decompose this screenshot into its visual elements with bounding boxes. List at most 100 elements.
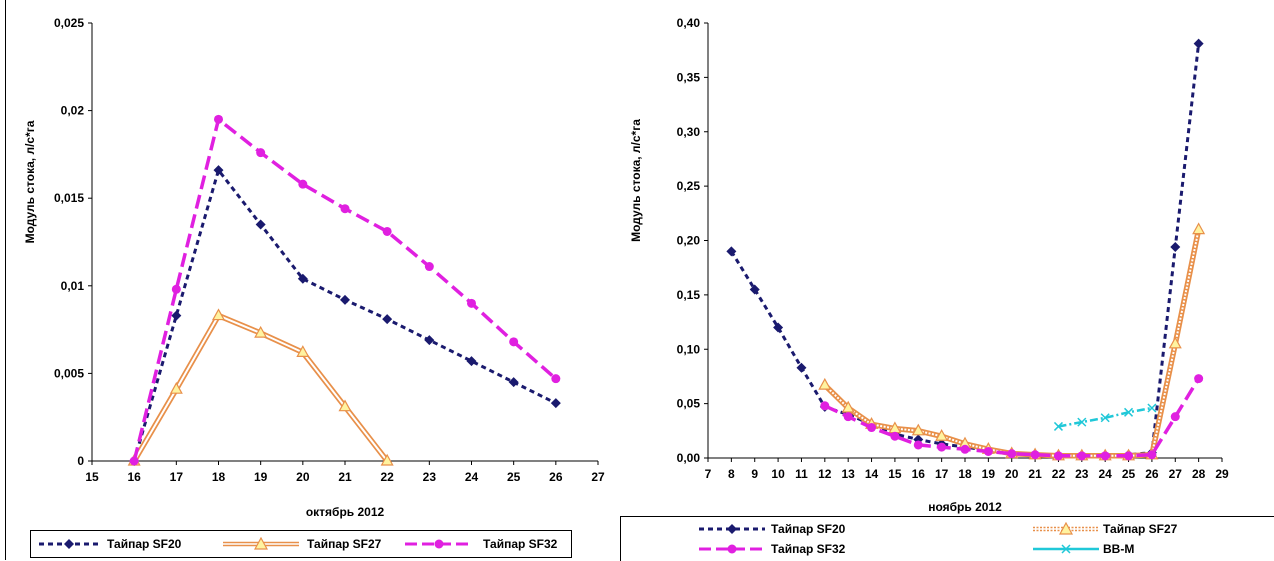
- data-point-0: [1193, 38, 1204, 49]
- legend-swatch-sf20: [39, 539, 99, 549]
- x-tick-label: 17: [935, 467, 949, 481]
- data-point-2: [867, 423, 877, 433]
- x-tick-label: 15: [85, 470, 99, 484]
- y-tick-label: 0: [77, 454, 84, 468]
- data-point-2: [424, 262, 434, 272]
- x-axis-label: ноябрь 2012: [928, 500, 1002, 514]
- data-point-0: [726, 246, 737, 257]
- data-point-2: [937, 442, 947, 452]
- y-tick-label: 0,00: [677, 451, 701, 465]
- x-tick-label: 24: [465, 470, 479, 484]
- y-tick-label: 0,05: [677, 397, 701, 411]
- x-tick-label: 29: [1215, 467, 1229, 481]
- data-point-1: [254, 325, 268, 338]
- y-tick-label: 0,20: [677, 234, 701, 248]
- x-tick-label: 20: [296, 470, 310, 484]
- data-point-1: [841, 400, 855, 413]
- data-point-2: [820, 401, 830, 411]
- x-tick-label: 21: [1028, 467, 1042, 481]
- x-tick-label: 20: [1005, 467, 1019, 481]
- legend-swatch-sf27: [223, 537, 299, 550]
- x-tick-label: 12: [818, 467, 832, 481]
- data-point-2: [256, 148, 266, 158]
- data-point-1: [818, 377, 832, 390]
- data-point-1: [1192, 222, 1206, 235]
- data-point-2: [1124, 451, 1134, 461]
- legend-label-bbm: ВВ-М: [1103, 542, 1135, 556]
- data-point-3: [1100, 413, 1110, 423]
- y-axis-label: Модуль стока, л/с*га: [23, 120, 37, 243]
- x-tick-label: 15: [888, 467, 902, 481]
- x-tick-label: 9: [751, 467, 758, 481]
- data-point-0: [796, 362, 807, 373]
- x-tick-label: 27: [1169, 467, 1183, 481]
- x-tick-label: 13: [842, 467, 856, 481]
- y-tick-label: 0,30: [677, 125, 701, 139]
- data-point-0: [550, 398, 561, 409]
- data-point-2: [467, 298, 476, 308]
- november-chart: 0,000,050,100,150,200,250,300,350,407 8 9 1…: [629, 16, 1229, 514]
- data-point-2: [843, 412, 853, 422]
- data-point-2: [983, 446, 993, 456]
- data-point-0: [424, 335, 435, 346]
- x-tick-label: 19: [254, 470, 268, 484]
- legend-swatch-sf32-nov: [699, 544, 765, 554]
- data-point-0: [773, 322, 784, 333]
- x-tick-label: 19: [982, 467, 996, 481]
- legend-label-sf27: Тайпар SF27: [307, 537, 382, 551]
- data-point-2: [960, 444, 970, 454]
- data-point-2: [509, 337, 519, 347]
- series-line-0: [132, 166, 557, 462]
- x-tick-label: 10: [771, 467, 785, 481]
- y-tick-label: 0,01: [61, 279, 85, 293]
- y-tick-label: 0,025: [54, 16, 84, 30]
- legend-swatch-sf20-nov: [699, 524, 765, 534]
- data-point-2: [1100, 451, 1110, 461]
- series-line-0: [730, 43, 1201, 458]
- data-point-0: [466, 356, 477, 367]
- x-tick-label: 18: [958, 467, 972, 481]
- y-tick-label: 0,15: [677, 288, 701, 302]
- data-point-2: [171, 284, 181, 294]
- data-point-3: [1077, 417, 1087, 427]
- data-point-2: [214, 114, 223, 124]
- y-tick-label: 0,005: [54, 366, 84, 380]
- data-point-3: [1147, 403, 1157, 413]
- x-tick-label: 24: [1099, 467, 1113, 481]
- x-tick-label: 18: [212, 470, 226, 484]
- x-tick-label: 25: [507, 470, 521, 484]
- y-tick-label: 0,10: [677, 342, 701, 356]
- y-tick-label: 0,40: [677, 16, 701, 30]
- x-tick-label: 14: [865, 467, 879, 481]
- data-point-0: [255, 219, 266, 230]
- data-point-2: [913, 440, 923, 450]
- data-point-0: [171, 310, 182, 321]
- y-tick-label: 0,25: [677, 179, 701, 193]
- legend-swatch-sf32: [405, 539, 473, 549]
- x-tick-label: 23: [423, 470, 437, 484]
- legend-label-sf32-nov: Тайпар SF32: [771, 542, 846, 556]
- x-tick-label: 16: [127, 470, 141, 484]
- series-line-2: [824, 377, 1201, 458]
- data-point-1: [338, 399, 352, 412]
- data-point-1: [169, 381, 183, 394]
- data-point-0: [1170, 242, 1181, 253]
- x-axis-label: октябрь 2012: [306, 505, 385, 519]
- data-point-0: [382, 314, 393, 325]
- data-point-0: [297, 273, 308, 284]
- x-tick-label: 26: [1145, 467, 1159, 481]
- y-tick-label: 0,02: [61, 104, 85, 118]
- data-point-2: [1007, 449, 1017, 459]
- series-line-1: [822, 229, 1202, 459]
- legend-label-sf27-nov: Тайпар SF27: [1103, 522, 1178, 536]
- data-point-2: [1147, 450, 1157, 460]
- october-chart: 0 0,005 0,01 0,015 0,02 0,025 15 16 17 18 19 20 21 22…: [23, 16, 605, 519]
- data-point-2: [382, 226, 392, 236]
- data-point-2: [340, 204, 350, 214]
- x-tick-label: 7: [705, 467, 712, 481]
- x-tick-label: 25: [1122, 467, 1136, 481]
- legend-label-sf20-nov: Тайпар SF20: [771, 522, 846, 536]
- legend-swatch-bbm: [1033, 544, 1099, 554]
- x-tick-label: 28: [1192, 467, 1206, 481]
